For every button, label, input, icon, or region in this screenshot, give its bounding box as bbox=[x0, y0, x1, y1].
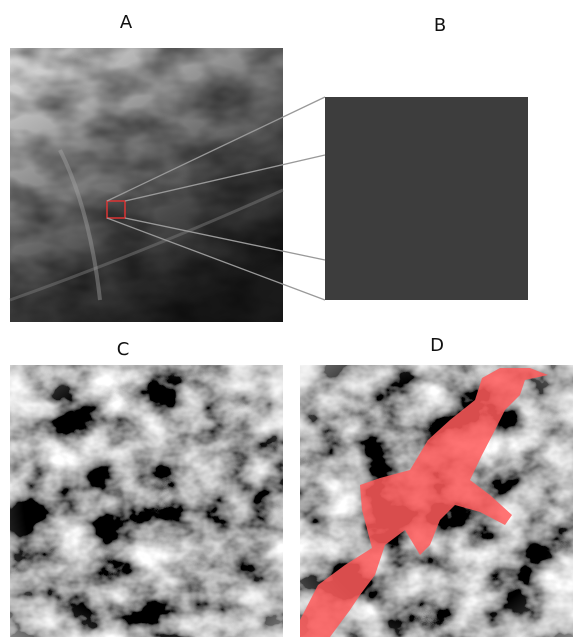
panel-label: C bbox=[117, 339, 130, 360]
figure: A B C D bbox=[0, 0, 573, 637]
panel-label: B bbox=[434, 15, 446, 36]
zoom-image bbox=[325, 97, 528, 300]
panel-label: D bbox=[430, 335, 444, 356]
segmented-image bbox=[300, 365, 573, 637]
enhanced-image bbox=[10, 365, 283, 637]
panel-label: A bbox=[120, 12, 133, 33]
xray-image bbox=[10, 48, 283, 322]
